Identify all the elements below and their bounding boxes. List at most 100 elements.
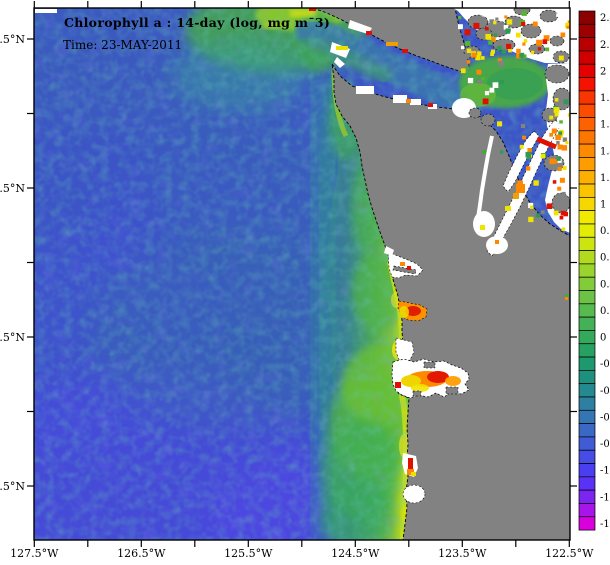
speckle-pixel: [482, 98, 489, 105]
colorbar-tick-label: 0.2: [600, 306, 610, 317]
speckle-pixel: [552, 180, 557, 184]
speckle-pixel: [554, 98, 559, 102]
speckle-pixel: [499, 79, 504, 85]
speckle-pixel: [526, 166, 531, 171]
y-tick-label: 46.5°N: [0, 331, 25, 344]
speckle-pixel: [556, 13, 560, 17]
y-tick-label: 48.5°N: [0, 33, 25, 46]
colorbar-segment: [578, 489, 596, 504]
colorbar: 2.4 2.2 2 1.8 1.6 1.4 1.2 1 0.8 0.6 0.4 0.2 0 -0.2 -0.…: [578, 10, 610, 531]
speckle-pixel: [559, 177, 565, 183]
oregon-coast-red-streak: [408, 458, 413, 472]
speckle-pixel: [559, 215, 564, 220]
colorbar-tick-label: -0.6: [600, 412, 610, 423]
puget-blob-1: [473, 211, 495, 237]
speckle-pixel: [563, 99, 569, 105]
colorbar-tick-label: -0.4: [600, 386, 610, 397]
y-tick-label: 45.5°N: [0, 480, 25, 493]
speckle-pixel: [554, 159, 559, 164]
speckle-pixel: [557, 166, 562, 171]
colorbar-segment: [578, 103, 596, 118]
colorbar-segment: [578, 183, 596, 198]
speckle-pixel: [537, 47, 542, 51]
speckle-pixel: [533, 180, 539, 186]
colorbar-segment: [578, 423, 596, 438]
speckle-pixel: [562, 137, 568, 142]
colorbar-tick-label: 0.8: [600, 226, 610, 237]
speckle-pixel: [558, 55, 564, 61]
speckle-pixel: [522, 54, 527, 59]
speckle-pixel: [471, 52, 477, 58]
strait-shore-cloud-1: [356, 86, 374, 94]
speckle-pixel: [464, 29, 471, 36]
speckle-pixel: [505, 28, 511, 34]
colorbar-segment: [578, 396, 596, 411]
speckle-pixel: [553, 210, 559, 216]
speckle-pixel: [539, 54, 544, 59]
speckle-pixel: [493, 21, 497, 25]
speckle-pixel: [458, 16, 462, 20]
speckle-pixel: [473, 22, 480, 29]
speckle-pixel: [563, 211, 568, 217]
speckle-pixel: [485, 27, 489, 31]
speckle-pixel: [546, 203, 553, 209]
speckle-pixel: [510, 31, 516, 38]
speckle-pixel: [488, 40, 493, 45]
hood-canal-channel: [476, 135, 494, 219]
colorbar-segment: [578, 330, 596, 345]
coast-cloud-oregon: [402, 484, 426, 504]
speckle-pixel: [466, 48, 472, 53]
inland-lake-pixel: [565, 294, 569, 297]
speckle-pixel: [567, 113, 570, 117]
grays-harbor-spit: [392, 265, 417, 275]
colorbar-segment: [578, 503, 596, 518]
x-tick-label: 127.5°W: [10, 547, 59, 560]
speckle-pixel: [549, 158, 555, 165]
speckle-pixel: [495, 17, 499, 21]
colorbar-segment: [578, 409, 596, 424]
speckle-pixel: [492, 82, 499, 88]
speckle-pixel: [522, 42, 526, 46]
speckle-pixel: [490, 52, 494, 56]
speckle-pixel: [559, 120, 563, 124]
speckle-pixel: [551, 128, 557, 134]
colorbar-segment: [578, 343, 596, 358]
speckle-pixel: [557, 186, 562, 191]
strait-shore-cloud-0: [334, 57, 345, 68]
colorbar-segment: [578, 516, 596, 531]
speckle-pixel: [520, 123, 526, 129]
colorbar-tick-label: 1.6: [600, 120, 610, 131]
speckle-pixel: [556, 156, 561, 161]
puget-channel-2: [502, 130, 540, 193]
speckle-pixel: [536, 39, 542, 46]
colorbar-segment: [578, 383, 596, 398]
colorbar-segment: [578, 316, 596, 331]
speckle-pixel: [566, 124, 570, 129]
speckle-pixel: [543, 35, 550, 41]
speckle-pixel: [477, 51, 482, 56]
speckle-pixel: [554, 112, 559, 117]
colorbar-tick-label: -0.8: [600, 439, 610, 450]
speckle-pixel: [566, 25, 570, 29]
speckle-pixel: [557, 123, 563, 128]
axes-layer: 127.5°W 126.5°W 125.5°W 124.5°W 123.5°W 122.5…: [0, 1, 594, 560]
speckle-pixel: [497, 58, 502, 63]
colorbar-segment: [578, 476, 596, 491]
colorbar-tick-label: 0: [600, 333, 606, 344]
plot-time-label: Time: 23-MAY-2011: [63, 38, 182, 52]
colorbar-segment: [578, 117, 596, 132]
speckle-pixel: [461, 45, 465, 50]
speckle-pixel: [480, 56, 485, 60]
speckle-pixel: [516, 53, 522, 59]
colorbar-segment: [578, 210, 596, 225]
speckle-pixel: [521, 10, 527, 16]
speckle-pixel: [540, 210, 545, 214]
speckle-pixel: [489, 19, 495, 24]
colorbar-tick-label: -0.2: [600, 359, 610, 370]
colorbar-segment: [578, 10, 596, 25]
speckle-pixel: [464, 53, 470, 59]
speckle-pixel: [561, 145, 568, 151]
speckle-pixel: [477, 79, 482, 84]
